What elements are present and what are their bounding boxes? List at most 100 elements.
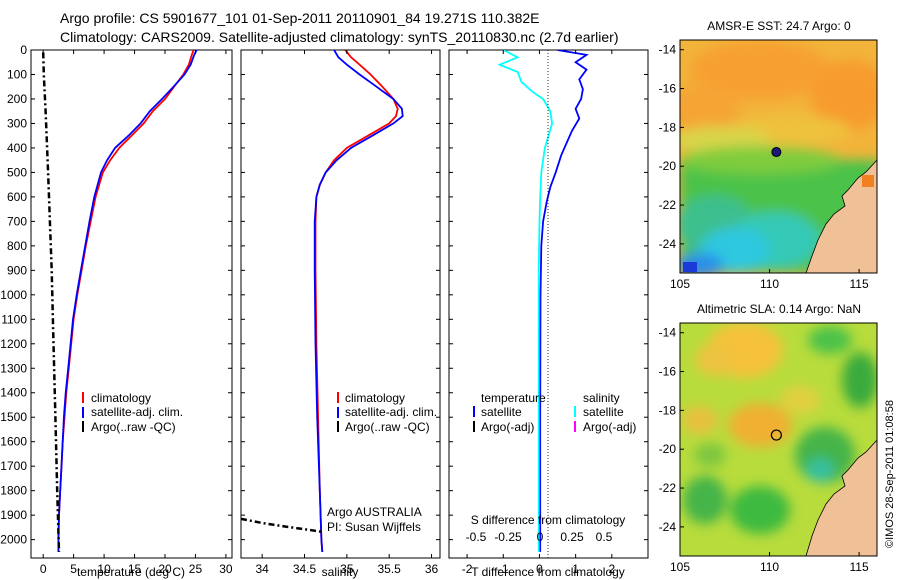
series-line-satellite-adj-clim [313,50,404,552]
y-tick-label: 1200 [0,337,27,351]
y-tick-label: 800 [7,239,27,253]
legend-label-temp-argo: Argo(-adj) [481,420,534,434]
series-line-argo-raw-qc [41,52,61,552]
y-tick-label: 1800 [0,484,27,498]
map-y-tick-label: -20 [659,442,677,456]
s-diff-tick-label: 0.25 [560,530,584,544]
map-x-tick-label: 110 [760,560,779,574]
y-tick-label: 500 [7,165,27,179]
x-tick-label: 34 [255,562,269,576]
map-x-tick-label: 105 [670,277,690,291]
x-tick-label: -2 [462,562,473,576]
x-tick-label: 25 [189,562,203,576]
map-y-tick-label: -20 [659,159,677,173]
argo-position-marker [770,429,782,441]
map-y-tick-label: -16 [659,82,677,96]
map-y-tick-label: -18 [659,403,677,417]
x-tick-label: 0 [40,562,47,576]
y-tick-label: 600 [7,190,27,204]
x-tick-label: 35 [340,562,354,576]
figure-title-line1: Argo profile: CS 5901677_101 01-Sep-2011… [60,10,540,26]
x-tick-label: 36 [425,562,439,576]
series-line-salinity-satellite [497,50,554,552]
salinity-axis-label: salinity [322,565,359,579]
y-tick-label: 1100 [1,312,27,326]
legend-title-temperature: temperature [481,391,546,405]
x-tick-label: 34.5 [293,562,317,576]
sla-map-ticks: 105 110 115 -14 -16 -18 -20 -22 -24 [659,326,869,574]
difference-series-group [497,50,589,552]
y-tick-label: 1900 [0,508,27,522]
difference-panel [448,49,649,559]
map-y-tick-label: -24 [659,520,677,534]
legend-label-satellite: satellite-adj. clim. [345,405,437,419]
s-difference-axis-label: S difference from climatology [471,513,626,527]
sst-map-frame [679,39,878,274]
salinity-legend: climatology satellite-adj. clim. Argo(..… [337,391,437,434]
y-tick-label: 1400 [0,386,27,400]
s-diff-tick-label: 0.5 [596,530,613,544]
x-tick-label: 20 [158,562,172,576]
map-x-tick-label: 115 [850,277,869,291]
temperature-series-group [41,50,198,552]
argo-annotation-line1: Argo AUSTRALIA [327,505,422,519]
map-x-tick-label: 110 [760,277,779,291]
map-y-tick-label: -14 [659,326,677,340]
argo-position-marker [771,147,782,158]
temperature-axis-label: temperature (deg C) [77,565,185,579]
legend-title-salinity: salinity [583,391,620,405]
series-line-climatology [314,50,399,552]
y-tick-label: 1000 [0,288,27,302]
x-tick-label: 2 [608,562,615,576]
legend-label-temp-satellite: satellite [481,405,522,419]
map-y-tick-label: -24 [659,237,677,251]
series-line-climatology [57,50,195,552]
map-x-tick-label: 105 [670,560,690,574]
x-tick-label: 30 [219,562,233,576]
y-tick-label: 1600 [0,435,27,449]
x-tick-label: 10 [97,562,111,576]
y-tick-label: 1500 [0,410,27,424]
t-difference-axis-label: T difference from climatology [471,565,625,579]
legend-label-climatology: climatology [91,391,151,405]
argo-annotation-line2: PI: Susan Wijffels [327,520,421,534]
legend-label-argo: Argo(..raw -QC) [345,420,430,434]
y-tick-label: 0 [20,43,27,57]
sst-map-image [680,40,877,273]
series-line-temperature-satellite [539,50,589,552]
series-line-satellite-adj-clim [57,50,198,552]
map-y-tick-label: -16 [659,365,677,379]
y-tick-label: 400 [7,141,27,155]
temperature-panel [30,49,233,559]
map-y-tick-label: -14 [659,43,677,57]
x-tick-label: 1 [572,562,579,576]
x-tick-label: 0 [536,562,543,576]
legend-label-sal-argo: Argo(-adj) [583,420,636,434]
temperature-legend: climatology satellite-adj. clim. Argo(..… [82,391,183,434]
figure-title-line2: Climatology: CARS2009. Satellite-adjuste… [60,29,618,45]
map-y-tick-label: -22 [659,481,677,495]
y-tick-label: 700 [7,214,27,228]
map-y-tick-label: -18 [659,120,677,134]
y-tick-label: 900 [7,263,27,277]
y-tick-label: 200 [7,92,27,106]
sst-map-title: AMSR-E SST: 24.7 Argo: 0 [707,19,851,33]
legend-label-satellite: satellite-adj. clim. [91,405,183,419]
axes-ticks-group: 0 5 10 15 20 25 300100200300400500600700800900… [0,43,648,576]
y-tick-label: 100 [7,67,27,81]
s-diff-tick-label: -0.5 [466,530,487,544]
sla-map-title: Altimetric SLA: 0.14 Argo: NaN [697,302,861,316]
y-tick-label: 1300 [0,361,27,375]
imos-credit: ©IMOS 28-Sep-2011 01:08:58 [884,400,896,548]
x-tick-label: 35.5 [378,562,402,576]
map-x-tick-label: 115 [850,560,869,574]
legend-label-climatology: climatology [345,391,405,405]
legend-label-sal-satellite: satellite [583,405,624,419]
sst-map-ticks: 105 110 115 -14 -16 -18 -20 -22 -24 [659,43,869,291]
legend-label-argo: Argo(..raw -QC) [91,420,176,434]
series-line-argo-raw-qc [241,517,322,534]
y-tick-label: 300 [7,116,27,130]
x-tick-label: -1 [498,562,509,576]
s-diff-tick-label: -0.25 [494,530,522,544]
